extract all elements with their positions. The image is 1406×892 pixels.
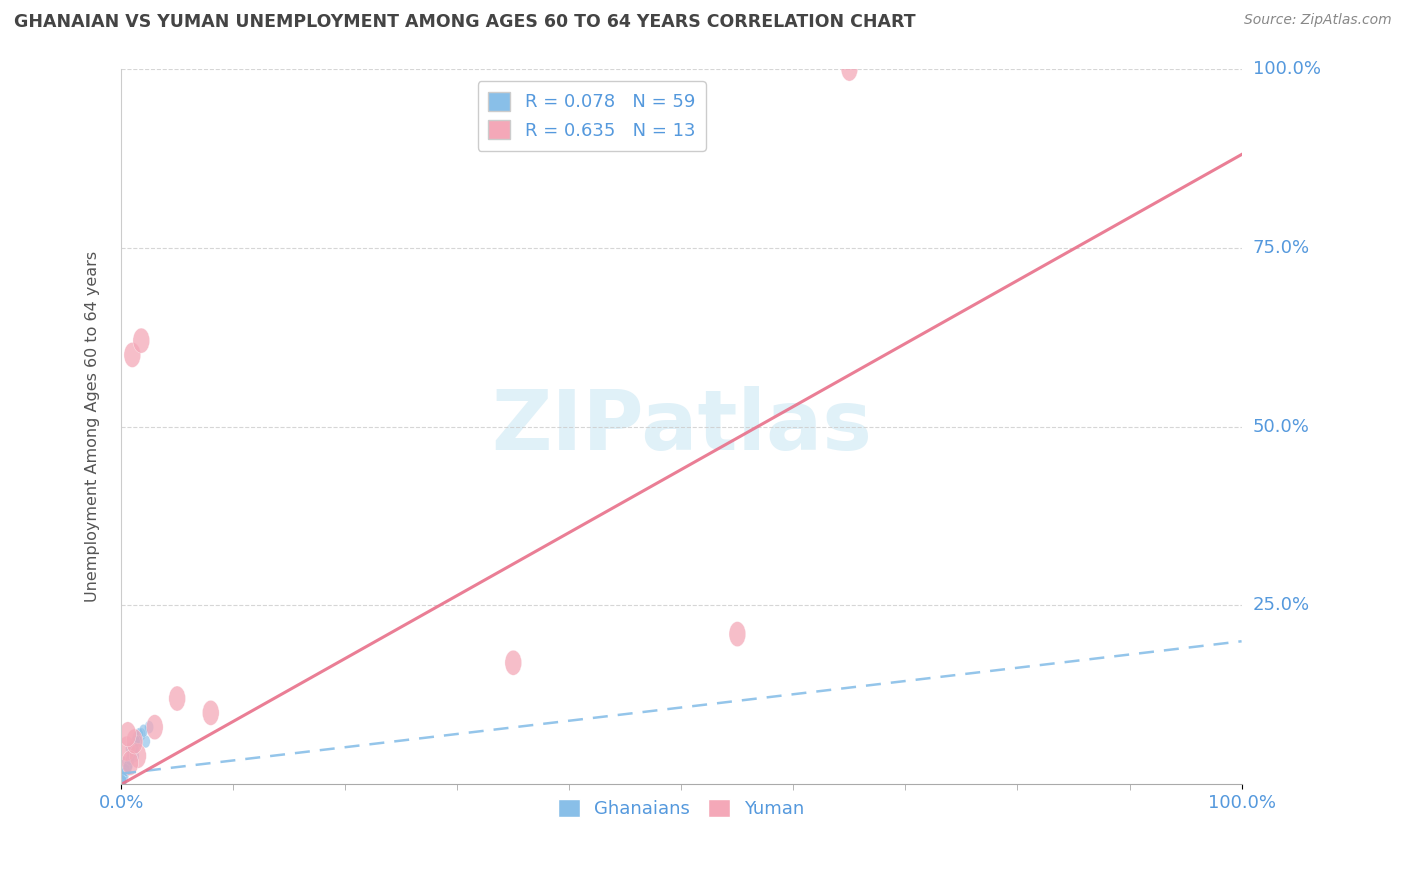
Text: 50.0%: 50.0% <box>1253 417 1309 435</box>
Ellipse shape <box>120 767 129 780</box>
Ellipse shape <box>128 749 136 763</box>
Ellipse shape <box>124 760 132 773</box>
Ellipse shape <box>131 735 141 747</box>
Ellipse shape <box>122 764 131 777</box>
Ellipse shape <box>120 722 136 747</box>
Ellipse shape <box>125 756 134 770</box>
Text: 25.0%: 25.0% <box>1253 597 1310 615</box>
Ellipse shape <box>131 742 139 756</box>
Ellipse shape <box>125 756 134 770</box>
Ellipse shape <box>129 746 138 759</box>
Ellipse shape <box>124 760 132 773</box>
Ellipse shape <box>131 739 141 751</box>
Ellipse shape <box>146 714 163 739</box>
Ellipse shape <box>141 735 150 747</box>
Ellipse shape <box>124 760 132 773</box>
Ellipse shape <box>122 750 139 775</box>
Ellipse shape <box>125 753 135 766</box>
Ellipse shape <box>125 753 135 766</box>
Ellipse shape <box>118 774 127 788</box>
Text: ZIPatlas: ZIPatlas <box>491 386 872 467</box>
Y-axis label: Unemployment Among Ages 60 to 64 years: Unemployment Among Ages 60 to 64 years <box>86 251 100 602</box>
Ellipse shape <box>120 767 129 780</box>
Ellipse shape <box>202 700 219 725</box>
Ellipse shape <box>136 728 146 740</box>
Ellipse shape <box>120 767 129 780</box>
Ellipse shape <box>120 767 129 780</box>
Ellipse shape <box>169 686 186 711</box>
Ellipse shape <box>125 742 135 756</box>
Ellipse shape <box>127 729 143 754</box>
Ellipse shape <box>131 749 139 763</box>
Ellipse shape <box>125 753 135 766</box>
Ellipse shape <box>118 774 127 788</box>
Ellipse shape <box>135 728 143 740</box>
Ellipse shape <box>121 764 131 777</box>
Ellipse shape <box>120 771 128 784</box>
Legend: Ghanaians, Yuman: Ghanaians, Yuman <box>551 792 811 825</box>
Ellipse shape <box>118 774 127 788</box>
Ellipse shape <box>134 735 142 747</box>
Ellipse shape <box>120 767 129 780</box>
Ellipse shape <box>120 767 128 780</box>
Ellipse shape <box>128 746 136 759</box>
Ellipse shape <box>120 756 129 770</box>
Ellipse shape <box>505 650 522 675</box>
Ellipse shape <box>134 328 149 353</box>
Ellipse shape <box>118 736 135 761</box>
Ellipse shape <box>125 753 135 766</box>
Ellipse shape <box>127 746 136 759</box>
Ellipse shape <box>131 742 139 756</box>
Ellipse shape <box>139 724 148 737</box>
Ellipse shape <box>120 767 129 780</box>
Ellipse shape <box>129 746 138 759</box>
Ellipse shape <box>120 771 128 784</box>
Ellipse shape <box>728 622 745 647</box>
Ellipse shape <box>128 749 136 763</box>
Ellipse shape <box>124 760 132 773</box>
Ellipse shape <box>120 771 128 784</box>
Ellipse shape <box>118 774 127 788</box>
Ellipse shape <box>122 764 131 777</box>
Ellipse shape <box>122 760 131 773</box>
Ellipse shape <box>128 749 136 763</box>
Ellipse shape <box>145 721 153 733</box>
Ellipse shape <box>120 767 129 780</box>
Ellipse shape <box>120 771 128 784</box>
Ellipse shape <box>120 771 128 784</box>
Ellipse shape <box>127 749 136 763</box>
Text: 75.0%: 75.0% <box>1253 238 1310 257</box>
Ellipse shape <box>118 771 127 784</box>
Text: 100.0%: 100.0% <box>1253 60 1320 78</box>
Ellipse shape <box>122 764 131 777</box>
Text: GHANAIAN VS YUMAN UNEMPLOYMENT AMONG AGES 60 TO 64 YEARS CORRELATION CHART: GHANAIAN VS YUMAN UNEMPLOYMENT AMONG AGE… <box>14 13 915 31</box>
Ellipse shape <box>121 764 131 777</box>
Text: Source: ZipAtlas.com: Source: ZipAtlas.com <box>1244 13 1392 28</box>
Ellipse shape <box>129 743 146 768</box>
Ellipse shape <box>121 764 131 777</box>
Ellipse shape <box>841 56 858 81</box>
Ellipse shape <box>124 343 141 368</box>
Ellipse shape <box>121 764 131 777</box>
Ellipse shape <box>132 731 141 744</box>
Ellipse shape <box>122 760 131 773</box>
